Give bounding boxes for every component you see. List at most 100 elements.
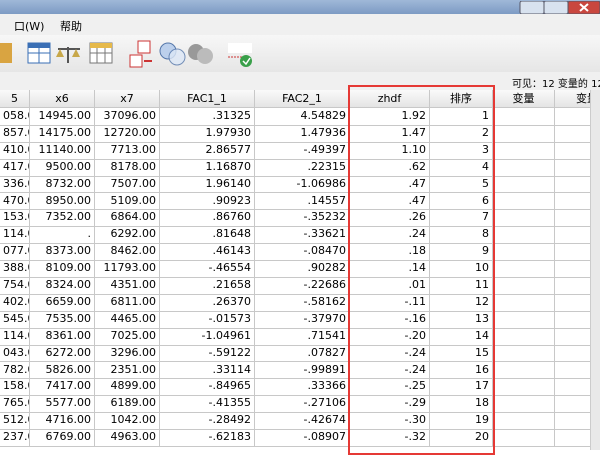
data-cell[interactable]: 470.00 [0,192,30,211]
data-cell[interactable]: 4351.00 [95,277,160,295]
data-cell[interactable]: 1.47 [350,124,430,143]
data-cell[interactable]: 8462.00 [95,243,160,262]
data-cell[interactable]: 11793.00 [95,260,160,278]
empty-cell[interactable] [555,243,590,262]
data-cell[interactable]: 8178.00 [95,158,160,177]
empty-cell[interactable] [555,193,590,211]
data-cell[interactable]: 3 [430,141,493,160]
data-cell[interactable]: 10 [430,260,493,278]
data-cell[interactable]: -.27106 [255,395,350,414]
data-cell[interactable]: -.58162 [255,293,350,312]
data-cell[interactable]: .46143 [160,243,255,262]
data-cell[interactable]: -.29 [350,395,430,414]
data-cell[interactable]: 11 [430,277,493,295]
empty-cell[interactable] [555,328,590,346]
data-cell[interactable]: 402.00 [0,293,30,312]
data-cell[interactable]: 043.00 [0,344,30,363]
data-cell[interactable]: 3296.00 [95,344,160,363]
data-cell[interactable]: 077.00 [0,243,30,262]
empty-cell[interactable] [493,192,555,211]
data-cell[interactable]: 12720.00 [95,124,160,143]
data-cell[interactable]: .71541 [255,327,350,346]
data-cell[interactable]: 1 [430,108,493,126]
data-cell[interactable]: .07827 [255,344,350,363]
data-cell[interactable]: 1042.00 [95,412,160,431]
data-cell[interactable]: .21658 [160,277,255,295]
data-cell[interactable]: 20 [430,429,493,447]
data-cell[interactable]: 5109.00 [95,192,160,211]
data-cell[interactable]: 1.96140 [160,175,255,194]
data-cell[interactable]: 417.00 [0,158,30,177]
data-cell[interactable]: -.35232 [255,209,350,228]
data-cell[interactable]: 6769.00 [30,429,95,447]
scrollbar[interactable] [590,90,600,450]
data-cell[interactable]: -.11 [350,293,430,312]
empty-cell[interactable] [493,277,555,295]
tool-button[interactable] [159,42,186,66]
tool-button[interactable] [129,40,152,68]
data-cell[interactable]: 4716.00 [30,412,95,431]
tool-button[interactable] [27,42,51,64]
data-cell[interactable]: -.37970 [255,310,350,329]
data-cell[interactable]: -.41355 [160,395,255,414]
empty-cell[interactable] [493,226,555,245]
data-cell[interactable]: 9500.00 [30,158,95,177]
data-cell[interactable]: 16 [430,361,493,380]
data-cell[interactable]: -.99891 [255,361,350,380]
data-cell[interactable]: 6864.00 [95,209,160,228]
data-cell[interactable]: 336.00 [0,175,30,194]
column-header[interactable]: 5 [0,90,30,108]
data-cell[interactable]: .14 [350,260,430,278]
data-cell[interactable]: .26 [350,209,430,228]
data-cell[interactable]: 8373.00 [30,243,95,262]
data-cell[interactable]: 1.47936 [255,124,350,143]
data-cell[interactable]: 857.00 [0,124,30,143]
column-header[interactable]: 变量 [555,90,590,108]
data-cell[interactable]: 17 [430,378,493,397]
data-cell[interactable]: 9 [430,243,493,262]
data-cell[interactable]: 6292.00 [95,226,160,245]
data-cell[interactable]: 4963.00 [95,429,160,447]
tool-button[interactable] [188,44,213,64]
data-cell[interactable]: 7713.00 [95,141,160,160]
empty-cell[interactable] [555,378,590,397]
empty-cell[interactable] [493,141,555,160]
empty-cell[interactable] [555,260,590,278]
data-cell[interactable]: -.32 [350,429,430,447]
data-cell[interactable]: 7507.00 [95,175,160,194]
empty-cell[interactable] [555,345,590,363]
data-cell[interactable]: 158.00 [0,378,30,397]
data-cell[interactable]: .81648 [160,226,255,245]
empty-cell[interactable] [555,142,590,160]
data-cell[interactable]: 5577.00 [30,395,95,414]
data-cell[interactable]: 4 [430,158,493,177]
empty-cell[interactable] [493,108,555,126]
column-header[interactable]: 排序 [430,90,493,108]
tool-button[interactable] [228,43,252,67]
data-cell[interactable]: 4899.00 [95,378,160,397]
data-cell[interactable]: 11140.00 [30,141,95,160]
data-cell[interactable]: .33366 [255,378,350,397]
column-header[interactable]: x7 [95,90,160,108]
data-cell[interactable]: -.59122 [160,344,255,363]
data-cell[interactable]: 5826.00 [30,361,95,380]
empty-cell[interactable] [493,378,555,397]
data-cell[interactable]: 114.00 [0,327,30,346]
data-cell[interactable]: 14 [430,327,493,346]
empty-cell[interactable] [555,209,590,228]
data-cell[interactable]: 8950.00 [30,192,95,211]
data-cell[interactable]: 2.86577 [160,141,255,160]
data-cell[interactable]: 14945.00 [30,108,95,126]
data-cell[interactable]: -.28492 [160,412,255,431]
menu-item[interactable]: 帮助 [60,20,82,33]
data-cell[interactable]: 058.00 [0,108,30,126]
data-cell[interactable]: 8109.00 [30,260,95,278]
empty-cell[interactable] [493,209,555,228]
data-cell[interactable]: 388.00 [0,260,30,278]
empty-cell[interactable] [493,124,555,143]
data-cell[interactable]: 8324.00 [30,277,95,295]
data-cell[interactable]: 7417.00 [30,378,95,397]
empty-cell[interactable] [555,294,590,312]
data-cell[interactable]: 8732.00 [30,175,95,194]
empty-cell[interactable] [555,277,590,295]
